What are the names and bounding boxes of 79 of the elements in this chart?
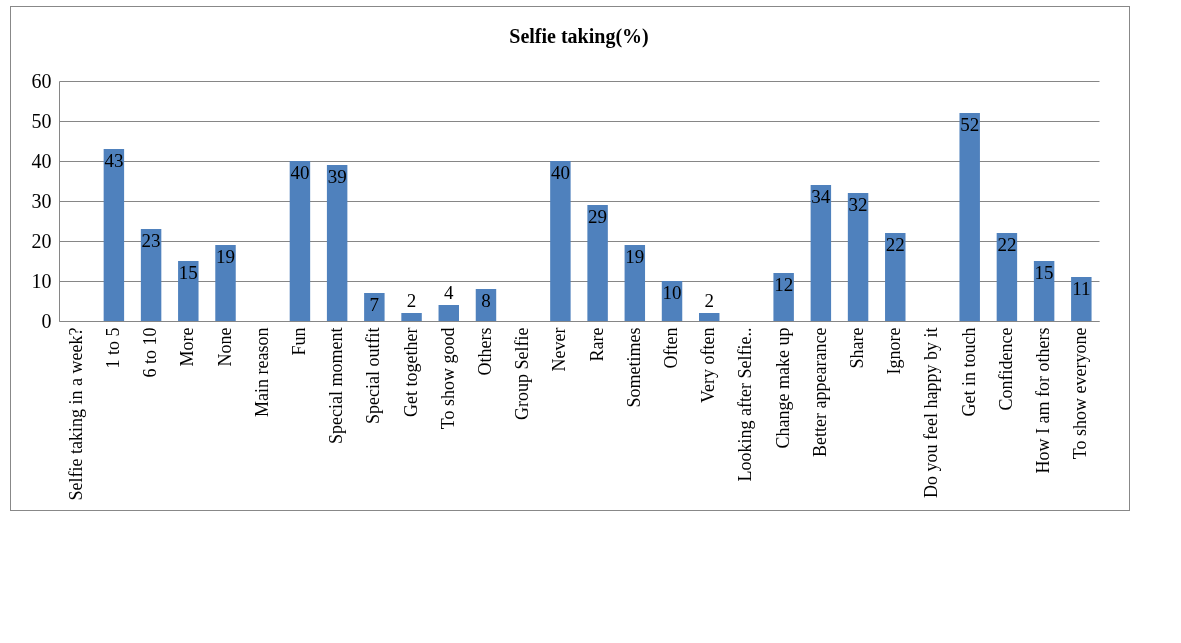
x-tick-label: Rare (586, 327, 607, 362)
x-tick-label: Special outfit (363, 327, 384, 424)
data-label: 19 (625, 246, 645, 267)
y-tick-label: 50 (31, 109, 52, 132)
data-label: 22 (885, 234, 905, 255)
x-tick-label: Share (847, 327, 868, 369)
x-tick-label: Others (474, 327, 495, 376)
data-label: 40 (290, 162, 310, 183)
bar (773, 273, 794, 321)
y-tick-label: 0 (41, 309, 52, 332)
bar (885, 233, 906, 321)
x-tick-label: 1 to 5 (102, 327, 123, 369)
x-tick-label: Very often (698, 327, 719, 403)
x-tick-label: How I am for others (1033, 327, 1054, 474)
data-label: 7 (369, 294, 380, 315)
x-tick-label: Get together (400, 327, 421, 417)
bar (699, 313, 720, 321)
bar (587, 205, 608, 321)
x-tick-label: To show everyone (1070, 327, 1091, 460)
bar (364, 293, 385, 321)
bar (996, 233, 1018, 321)
data-label: 39 (327, 166, 347, 187)
data-label: 2 (704, 290, 714, 311)
data-label: 32 (848, 194, 868, 215)
data-label: 29 (588, 206, 608, 227)
data-label: 23 (141, 230, 161, 251)
data-label: 15 (1034, 262, 1054, 283)
bar (847, 193, 869, 321)
data-label: 52 (960, 114, 980, 135)
y-tick-label: 60 (31, 69, 52, 92)
bar (550, 161, 571, 321)
data-label: 19 (216, 246, 236, 267)
data-label: 8 (481, 290, 491, 311)
bar (1071, 277, 1092, 321)
x-tick-label: Better appearance (809, 327, 830, 457)
x-tick-label: Never (549, 327, 570, 372)
x-tick-label: None (214, 327, 235, 367)
data-label: 34 (811, 186, 831, 207)
x-tick-label: Fun (288, 327, 309, 356)
bar (215, 245, 236, 321)
x-tick-label: Change make up (772, 327, 793, 449)
x-tick-label: Get in touch (958, 327, 979, 417)
data-label: 2 (406, 290, 417, 311)
y-tick-label: 40 (31, 149, 52, 172)
x-tick-label: Special moment (326, 327, 347, 444)
bar (140, 229, 162, 321)
data-label: 40 (550, 162, 570, 183)
x-tick-label: Ignore (884, 327, 905, 375)
bar (810, 185, 832, 321)
x-tick-label: Group Selfie (512, 327, 533, 420)
chart-title: Selfie taking(%) (509, 25, 649, 48)
x-tick-label: Often (661, 327, 682, 369)
x-tick-label: Confidence (995, 327, 1016, 411)
bar (401, 313, 422, 321)
y-tick-label: 20 (31, 229, 52, 252)
data-label: 4 (444, 282, 455, 303)
x-tick-label: 6 to 10 (140, 327, 161, 378)
y-tick-label: 30 (31, 189, 52, 212)
y-tick-label: 10 (31, 269, 52, 292)
data-label: 11 (1072, 278, 1091, 299)
bar (959, 113, 980, 321)
x-tick-label: To show good (437, 327, 458, 430)
bar (326, 165, 348, 321)
x-tick-label: More (177, 327, 198, 367)
x-tick-label: Do you feel happy by it (921, 327, 942, 498)
data-label: 15 (178, 262, 198, 283)
x-tick-label: Looking after Selfie.. (735, 327, 756, 482)
data-label: 12 (774, 274, 794, 295)
x-tick-label: Sometimes (623, 327, 644, 408)
bar (289, 161, 311, 321)
data-label: 43 (104, 150, 124, 171)
data-label: 22 (997, 234, 1017, 255)
x-tick-label: Main reason (251, 327, 272, 417)
bar (624, 245, 646, 321)
bar (178, 261, 199, 321)
x-tick-label: Selfie taking in a week? (65, 327, 86, 501)
data-label: 10 (662, 282, 682, 303)
bar (103, 149, 125, 321)
bar (438, 305, 459, 321)
